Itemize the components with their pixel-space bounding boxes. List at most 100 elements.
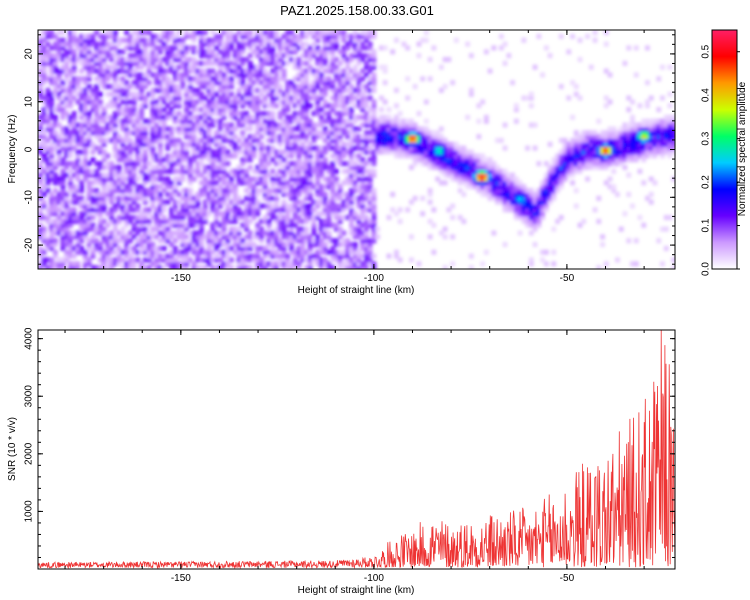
spectrogram-cell [652,126,658,132]
spectrogram-cell [304,53,309,59]
spectrogram-cell [83,172,88,178]
spectrogram-cell [618,157,624,163]
spectrogram-cell [596,161,602,167]
spectrogram-cell [607,161,613,167]
spectrogram-cell [56,72,62,78]
spectrogram-cell [206,72,212,78]
spectrogram-cell [304,180,309,186]
spectrogram-cell [266,118,272,124]
spectrogram-cell [622,130,628,136]
spectrogram-cell [202,107,208,113]
spectrogram-cell [262,126,268,132]
spectrogram-cell [416,130,422,136]
spectrogram-cell [360,234,366,240]
spectrogram-cell [270,33,276,39]
spectrogram-cell [307,149,313,155]
spectrogram-cell [349,41,354,47]
spectrogram-cell [513,176,519,182]
spectrogram-cell [154,80,160,86]
spectrogram-cell [210,149,216,155]
spectrogram-cell [506,184,512,190]
spectrogram-cell [304,164,309,170]
spectrogram-cell [53,130,58,136]
spectrogram-cell [210,37,216,43]
spectrogram-cell [285,145,291,151]
spectrogram-cell [397,141,403,147]
spectrogram-cell [94,195,100,201]
spectrogram-cell [618,161,624,167]
spectrogram-cell [105,191,111,197]
spectrogram-cell [326,234,332,240]
spectrogram-cell [94,111,100,117]
spectrogram-cell [334,41,339,47]
spectrogram-cell [483,114,489,120]
y-tick-label: 0 [24,146,35,152]
spectrogram-cell [274,137,279,143]
spectrogram-cell [476,134,482,140]
spectrogram-cell [135,57,141,63]
spectrogram-cell [75,238,81,244]
spectrogram-cell [150,153,156,159]
spectrogram-cell [382,134,388,140]
spectrogram-cell [139,53,145,59]
spectrogram-cell [645,195,650,201]
spectrogram-cell [127,33,133,39]
spectrogram-cell [240,261,246,267]
spectrogram-cell [135,41,141,47]
spectrogram-cell [176,137,182,143]
spectrogram-cell [71,37,77,43]
spectrogram-cell [127,37,133,43]
spectrogram-cell [423,134,429,140]
spectrogram-cell [120,191,126,197]
spectrogram-cell [337,95,343,101]
spectrogram-cell [367,114,373,120]
spectrogram-cell [60,114,66,120]
spectrogram-cell [109,199,115,205]
spectrogram-cell [56,76,62,82]
spectrogram-cell [120,172,126,178]
spectrogram-cell [307,261,313,267]
spectrogram-cell [570,164,575,170]
spectrogram-cell [480,164,486,170]
spectrogram-cell [592,157,598,163]
spectrogram-cell [135,130,141,136]
spectrogram-cell [259,41,264,47]
spectrogram-cell [262,203,268,209]
spectrogram-cell [56,199,62,205]
spectrogram-cell [547,188,553,194]
spectrogram-cell [41,130,47,136]
spectrogram-cell [352,37,358,43]
spectrogram-cell [165,230,171,236]
spectrogram-cell [202,95,208,101]
spectrogram-cell [277,111,283,117]
spectrogram-cell [139,64,145,70]
spectrogram-cell [45,76,51,82]
spectrogram-cell [667,64,673,70]
spectrogram-cell [356,49,362,55]
spectrogram-cell [206,49,212,55]
spectrogram-cell [172,84,178,90]
spectrogram-cell [371,153,377,159]
spectrogram-cell [289,49,294,55]
spectrogram-cell [75,99,81,105]
spectrogram-cell [157,145,163,151]
spectrogram-cell [607,153,613,159]
spectrogram-cell [86,172,92,178]
spectrogram-cell [75,76,81,82]
spectrogram-cell [120,230,126,236]
spectrogram-cell [465,172,471,178]
spectrogram-cell [570,114,575,120]
spectrogram-cell [352,30,358,36]
spectrogram-cell [337,68,343,74]
spectrogram-cell [38,234,43,240]
spectrogram-cell [165,49,171,55]
spectrogram-cell [513,207,519,213]
spectrogram-cell [517,203,523,209]
spectrogram-cell [300,45,306,51]
spectrogram-cell [573,130,579,136]
spectrogram-cell [68,80,73,86]
spectrogram-cell [551,161,557,167]
spectrogram-cell [300,207,306,213]
spectrogram-cell [304,207,309,213]
spectrogram-cell [79,226,85,232]
